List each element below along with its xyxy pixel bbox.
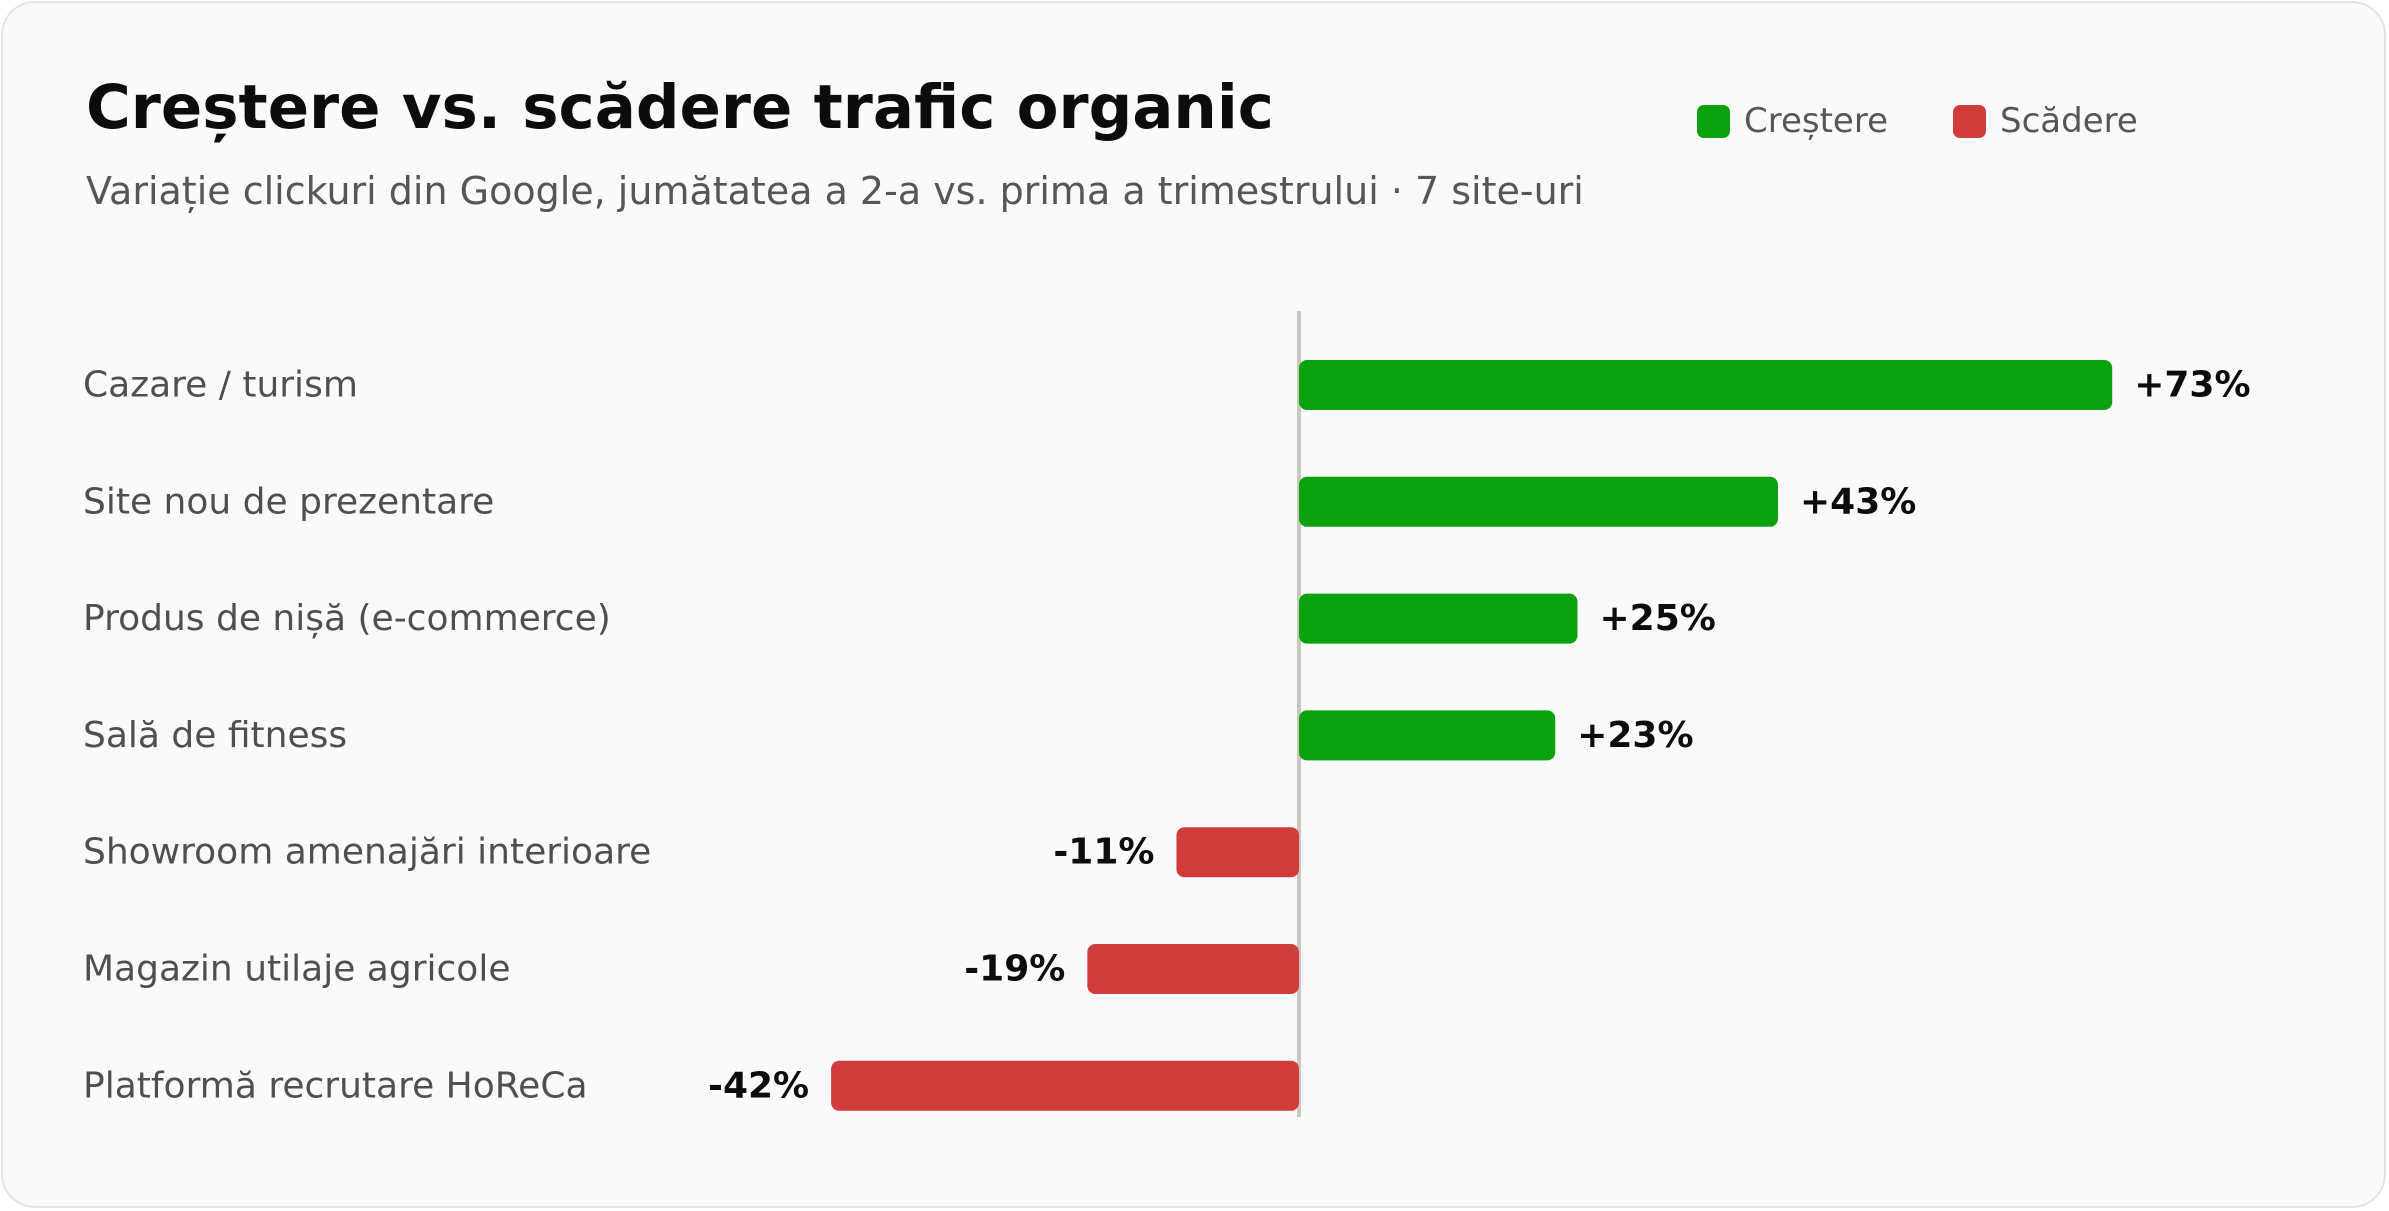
category-label: Produs de nișă (e-commerce) [83, 598, 611, 639]
legend-swatch-decrease [1953, 104, 1986, 138]
bar-increase [1299, 710, 1556, 761]
chart-subtitle: Variație clickuri din Google, jumătatea … [86, 169, 1584, 213]
value-label: +43% [1800, 481, 1916, 522]
bar-decrease [1176, 827, 1299, 878]
category-label: Magazin utilaje agricole [83, 949, 510, 990]
category-label: Sală de fitness [83, 715, 347, 756]
value-label: +25% [1600, 598, 1716, 639]
bar-increase [1299, 593, 1578, 644]
value-label: +23% [1577, 715, 1693, 756]
value-label: -42% [708, 1065, 809, 1106]
bar-decrease [831, 1060, 1299, 1111]
category-label: Cazare / turism [83, 365, 358, 406]
category-label: Platformă recrutare HoReCa [83, 1065, 588, 1106]
bar-increase [1299, 476, 1779, 527]
chart-title: Creștere vs. scădere trafic organic [86, 72, 1274, 143]
category-label: Site nou de prezentare [83, 481, 494, 522]
legend-item-decrease: Scădere [1953, 101, 2138, 141]
value-label: -11% [1053, 832, 1154, 873]
value-label: -19% [964, 949, 1065, 990]
value-label: +73% [2134, 365, 2250, 406]
legend-item-increase: Creștere [1697, 101, 1888, 141]
legend-label-increase: Creștere [1744, 101, 1889, 141]
legend-swatch-increase [1697, 104, 1730, 138]
category-label: Showroom amenajări interioare [83, 832, 651, 873]
legend-label-decrease: Scădere [2000, 101, 2138, 141]
bar-decrease [1087, 944, 1299, 994]
bar-increase [1299, 360, 2113, 410]
